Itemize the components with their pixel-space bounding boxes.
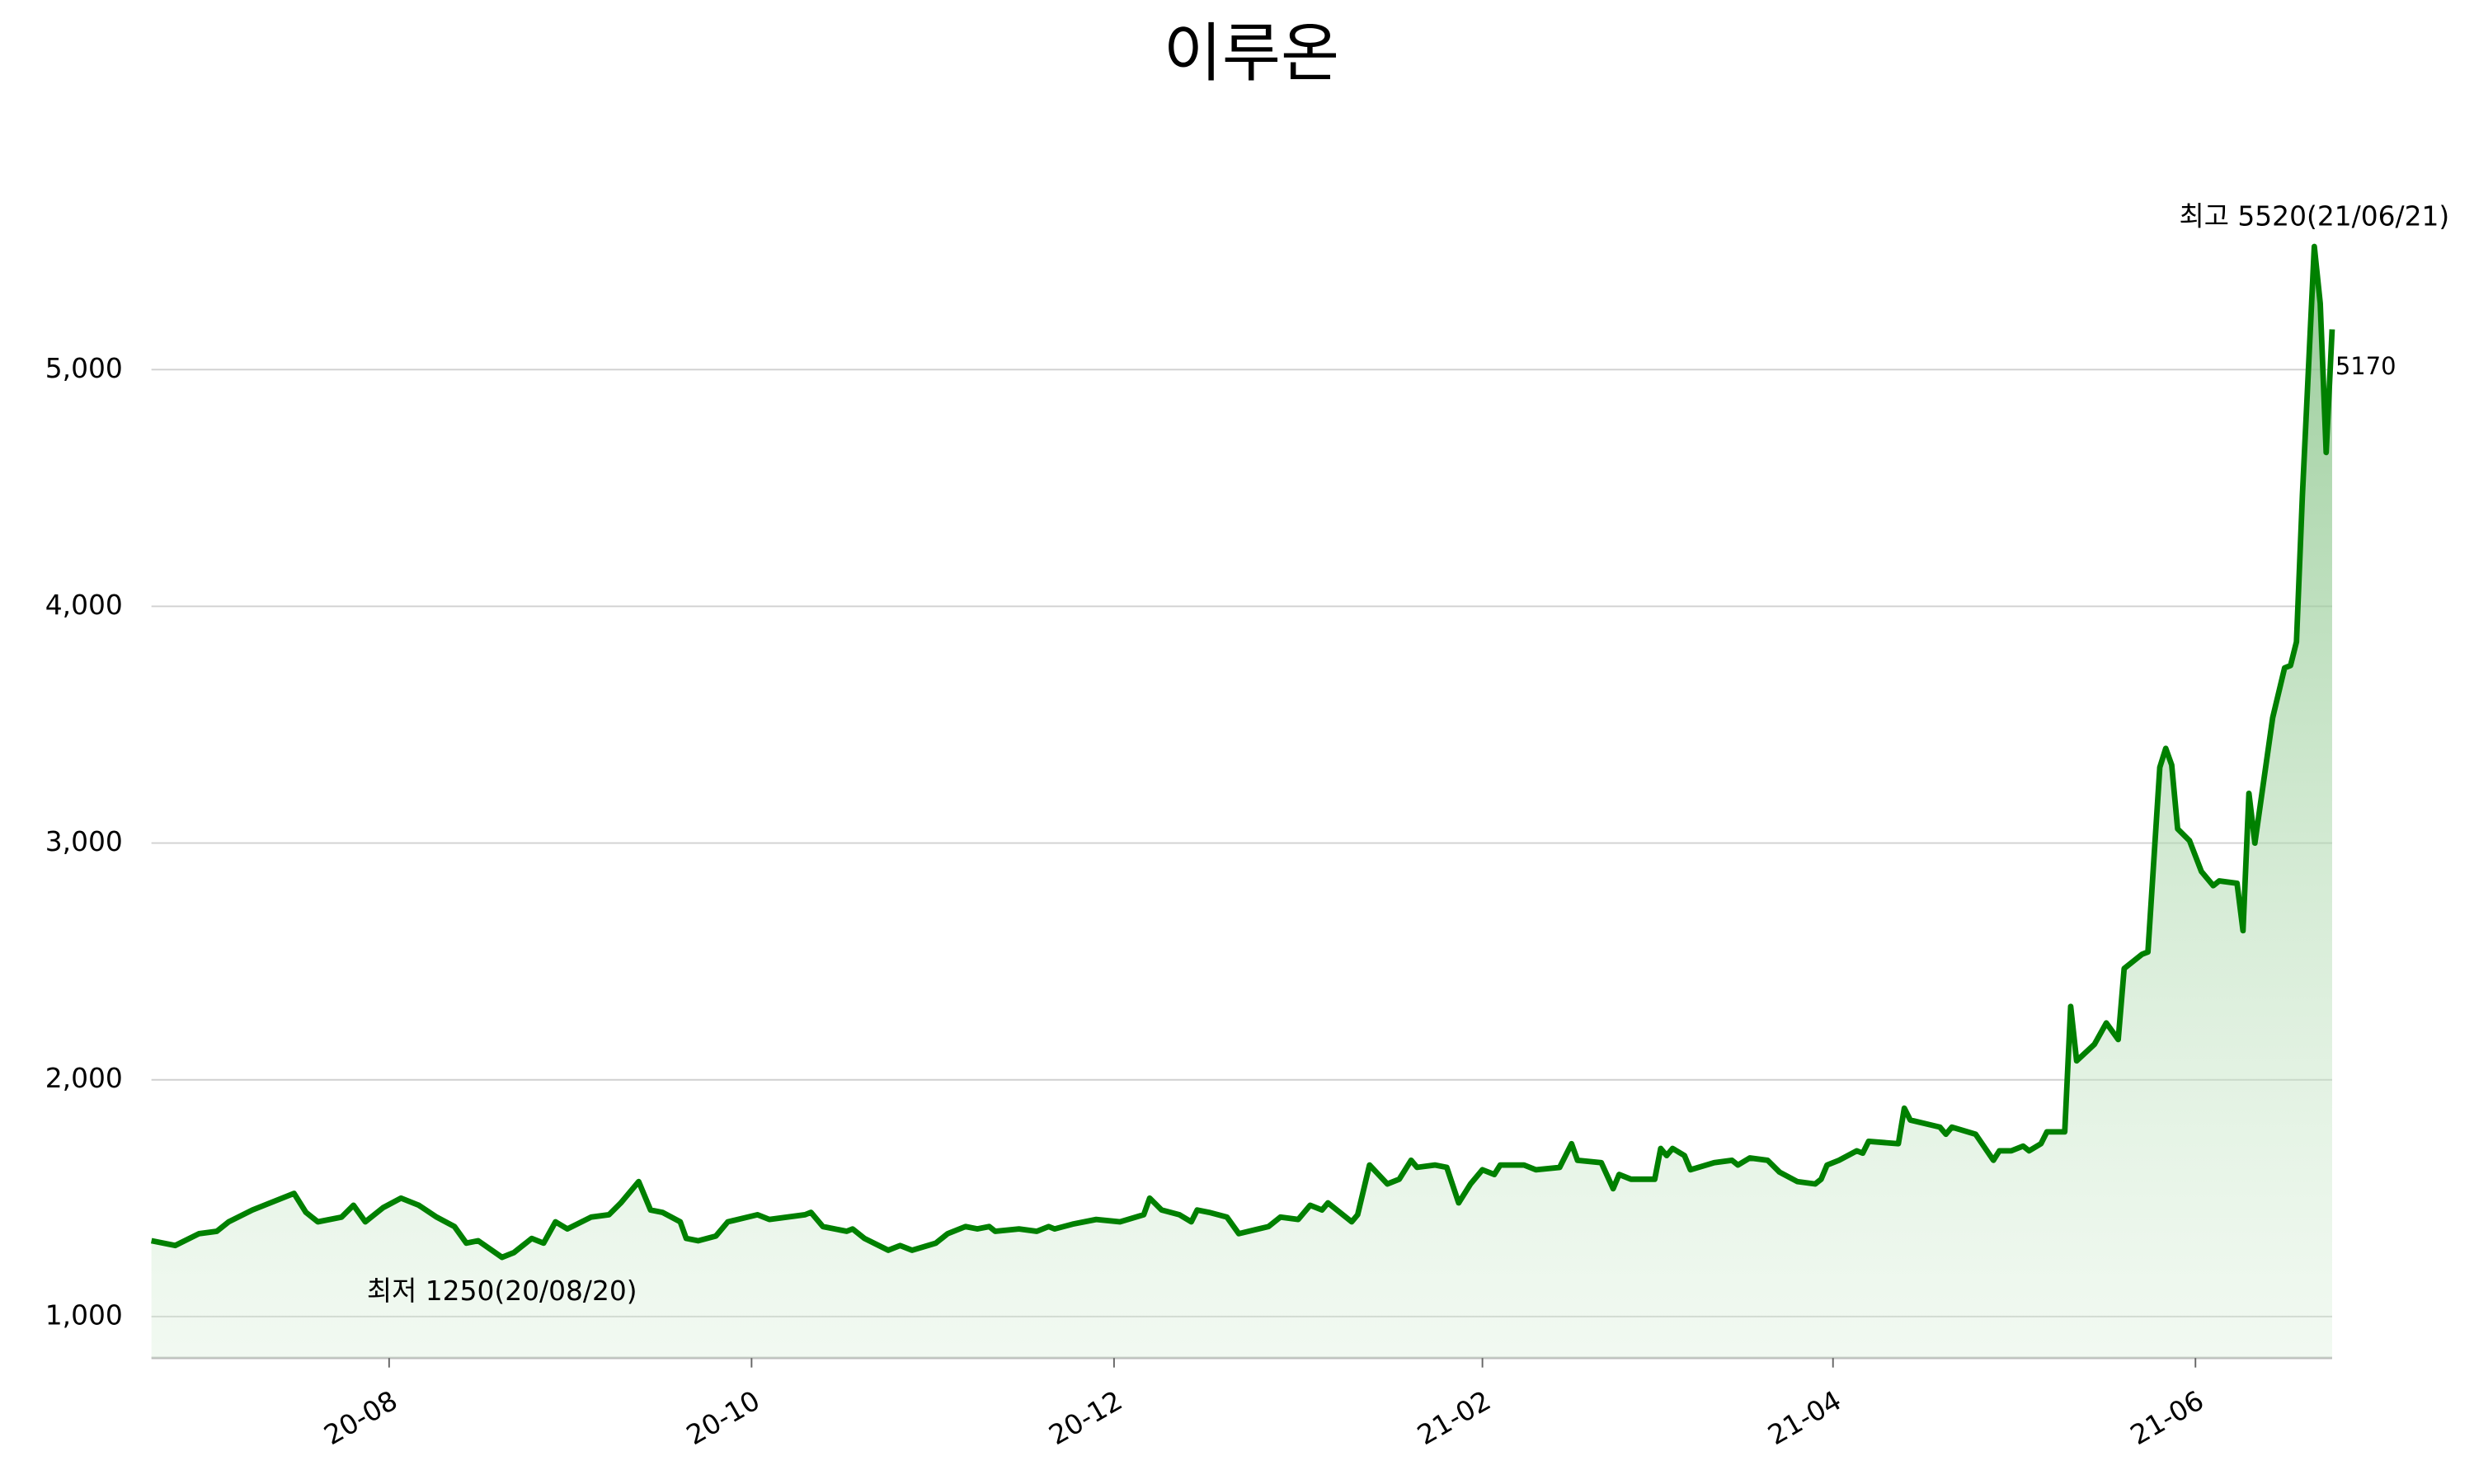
price-line [150, 243, 2335, 1261]
y-tick-label: 1,000 [45, 1298, 123, 1331]
x-tick-label: 20-08 [318, 1384, 402, 1452]
y-tick-label: 3,000 [45, 825, 123, 857]
last-value-label: 5170 [2335, 352, 2396, 380]
area-fill [151, 247, 2332, 1359]
annotation: 최저 1250(20/08/20) [367, 1275, 637, 1307]
annotation: 최고 5520(21/06/21) [2179, 200, 2449, 232]
y-tick-label: 5,000 [45, 352, 123, 384]
y-tick-label: 4,000 [45, 589, 123, 621]
x-tick-label: 21-06 [2125, 1384, 2209, 1452]
x-tick-label: 20-10 [681, 1384, 765, 1452]
x-tick-label: 21-02 [1412, 1384, 1496, 1452]
x-tick-label: 20-12 [1043, 1384, 1127, 1452]
x-tick-label: 21-04 [1762, 1384, 1846, 1452]
y-tick-label: 2,000 [45, 1062, 123, 1094]
chart-title: 이루온 [1164, 16, 1339, 91]
